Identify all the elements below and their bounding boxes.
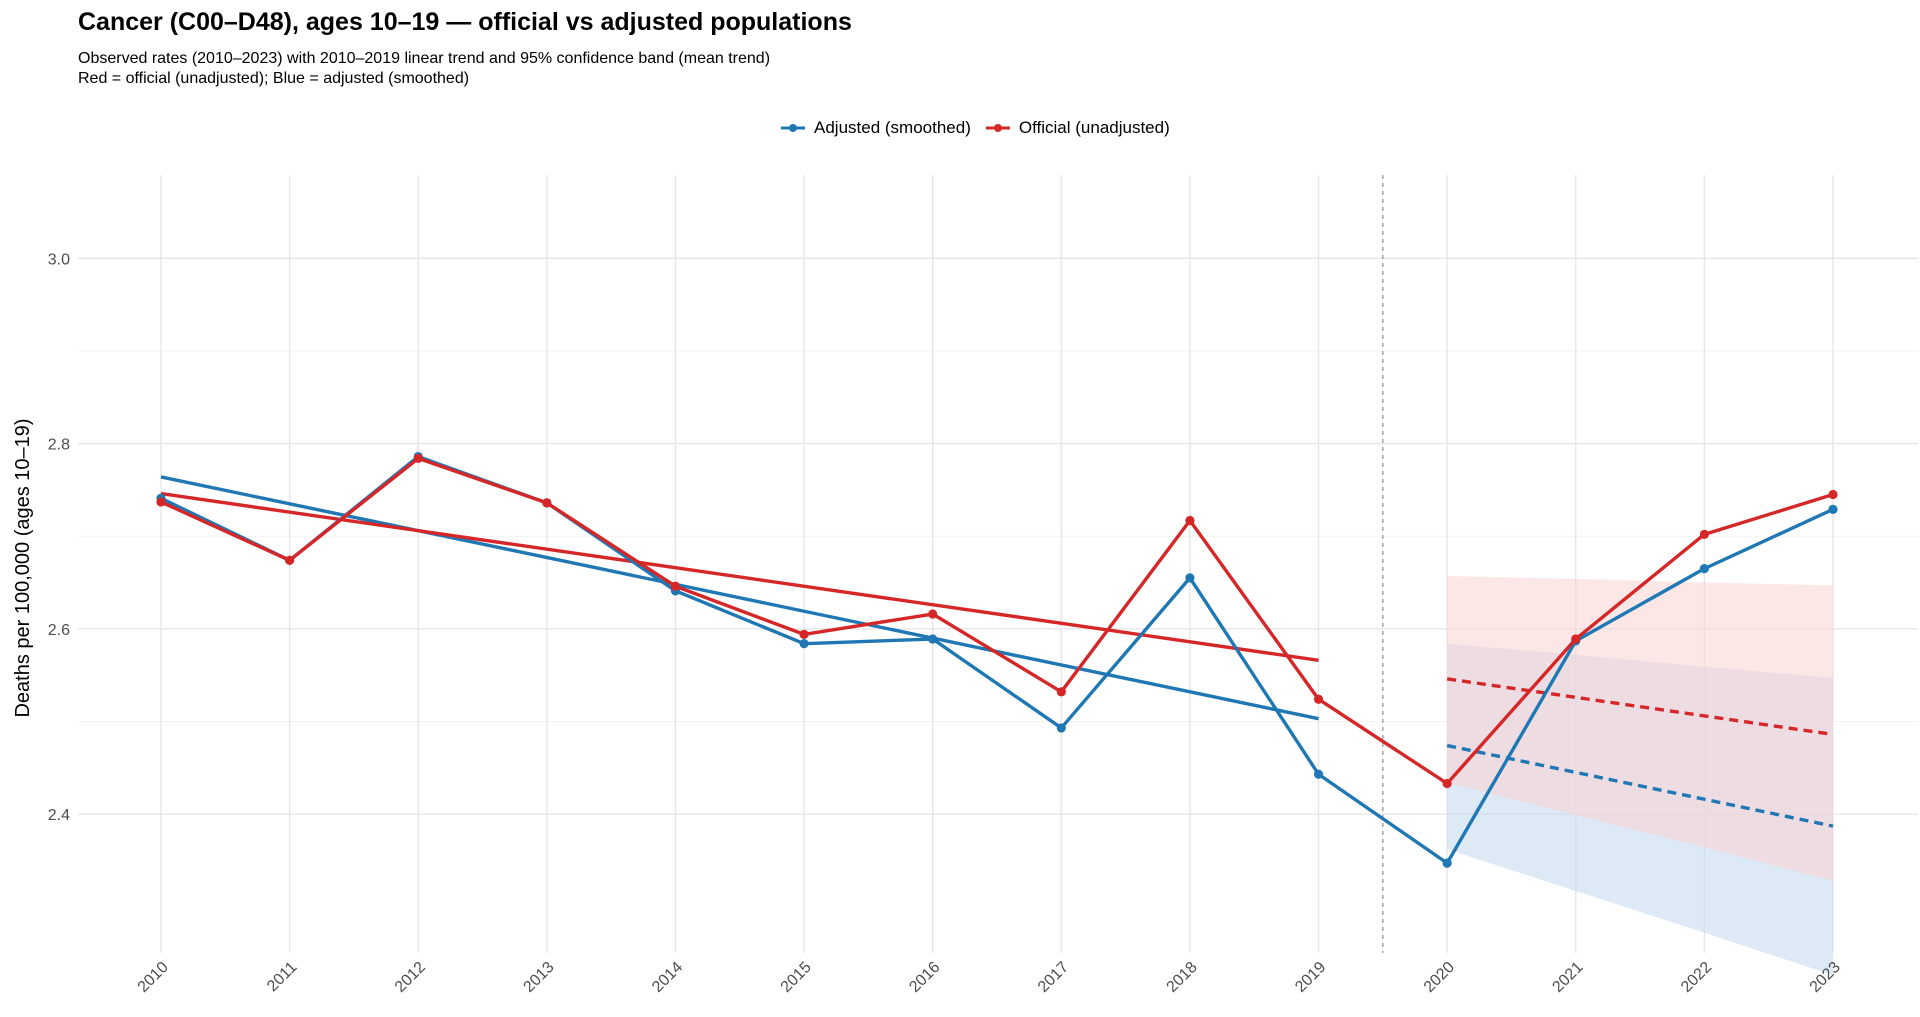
trend-fit-official bbox=[160, 491, 1319, 663]
y-axis-ticks: 2.4 2.6 2.8 3.0 bbox=[48, 251, 70, 824]
data-point-official bbox=[928, 609, 938, 619]
legend-key-official bbox=[985, 124, 1010, 132]
data-point-adjusted bbox=[1699, 564, 1709, 574]
chart-title: Cancer (C00–D48), ages 10–19 — official … bbox=[78, 8, 852, 36]
subtitle-line-2: Red = official (unadjusted); Blue = adju… bbox=[78, 70, 470, 87]
x-tick-label: 2017 bbox=[1035, 959, 1072, 996]
legend-label-adjusted: Adjusted (smoothed) bbox=[814, 118, 971, 137]
series-lines bbox=[156, 451, 1838, 868]
data-point-adjusted bbox=[1828, 504, 1838, 514]
confidence-bands bbox=[1447, 576, 1833, 976]
chart-subtitle: Observed rates (2010–2023) with 2010–201… bbox=[78, 49, 770, 89]
data-point-official bbox=[670, 581, 681, 591]
data-point-official bbox=[1699, 529, 1709, 539]
x-tick-label: 2018 bbox=[1164, 959, 1201, 996]
data-point-adjusted bbox=[799, 639, 809, 649]
x-tick-label: 2014 bbox=[649, 959, 686, 996]
subtitle-line-1: Observed rates (2010–2023) with 2010–201… bbox=[78, 50, 771, 67]
trend-lines bbox=[160, 475, 1834, 828]
data-point-official bbox=[1056, 687, 1066, 697]
x-tick-label: 2012 bbox=[392, 959, 429, 996]
y-axis-title: Deaths per 100,000 (ages 10–19) bbox=[12, 418, 34, 717]
x-tick-label: 2020 bbox=[1421, 959, 1458, 996]
x-tick-label: 2015 bbox=[778, 959, 815, 996]
grid bbox=[78, 175, 1918, 953]
x-tick-label: 2011 bbox=[264, 959, 300, 995]
x-tick-label: 2010 bbox=[135, 959, 172, 996]
data-point-adjusted bbox=[1185, 573, 1195, 583]
legend-item-adjusted: Adjusted (smoothed) bbox=[780, 118, 971, 138]
data-point-adjusted bbox=[1056, 723, 1066, 733]
x-tick-label: 2016 bbox=[906, 959, 943, 996]
data-point-official bbox=[1313, 694, 1324, 704]
y-tick-label: 3.0 bbox=[48, 251, 70, 268]
data-point-official bbox=[1828, 489, 1838, 500]
x-axis-ticks: 2010 2011 2012 2013 2014 2015 2016 2017 2018 2019… bbox=[135, 959, 1844, 996]
x-tick-label: 2019 bbox=[1292, 959, 1329, 996]
data-point-official bbox=[413, 453, 423, 464]
data-point-adjusted bbox=[1442, 858, 1452, 868]
y-tick-label: 2.6 bbox=[48, 622, 70, 639]
legend-item-official: Official (unadjusted) bbox=[985, 118, 1170, 138]
data-point-adjusted bbox=[928, 634, 938, 644]
legend: Adjusted (smoothed) Official (unadjusted… bbox=[780, 118, 1184, 138]
data-point-official bbox=[285, 555, 295, 565]
data-point-official bbox=[156, 497, 166, 507]
data-point-official bbox=[1185, 515, 1195, 526]
data-point-official bbox=[799, 629, 809, 639]
data-point-official bbox=[542, 498, 552, 508]
x-tick-label: 2022 bbox=[1678, 959, 1715, 996]
legend-label-official: Official (unadjusted) bbox=[1018, 118, 1170, 137]
legend-key-adjusted bbox=[781, 124, 805, 132]
trend-projection-adjusted bbox=[1446, 743, 1834, 828]
data-point-official bbox=[1442, 778, 1452, 789]
y-tick-label: 2.8 bbox=[48, 437, 70, 454]
series-line-official bbox=[160, 456, 1834, 786]
x-tick-label: 2021 bbox=[1549, 959, 1586, 996]
data-point-adjusted bbox=[1313, 769, 1324, 779]
data-point-official bbox=[1571, 634, 1581, 644]
confidence-band-official bbox=[1447, 576, 1833, 881]
x-tick-label: 2013 bbox=[520, 959, 557, 996]
y-tick-label: 2.4 bbox=[48, 807, 70, 824]
trend-projection-official bbox=[1446, 677, 1834, 737]
trend-fit-adjusted bbox=[160, 475, 1319, 721]
